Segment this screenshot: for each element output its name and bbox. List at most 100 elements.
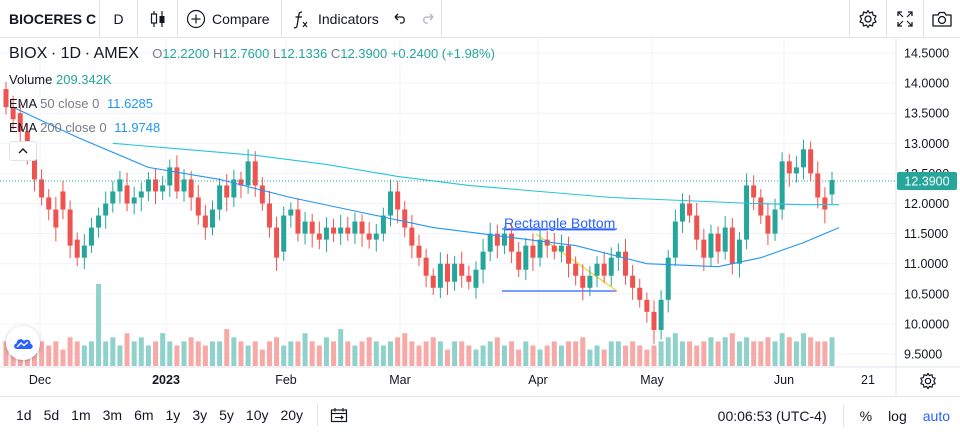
volume-legend: Volume 209.342K bbox=[9, 72, 112, 87]
volume-bar bbox=[615, 341, 621, 366]
fullscreen-button[interactable] bbox=[886, 0, 923, 38]
candle-body bbox=[715, 233, 721, 252]
price-tick-label: 9.5000 bbox=[904, 348, 942, 362]
range-button-1y[interactable]: 1y bbox=[165, 407, 181, 423]
range-button-6m[interactable]: 6m bbox=[134, 407, 154, 423]
range-button-3m[interactable]: 3m bbox=[102, 407, 123, 423]
candle-body bbox=[60, 191, 66, 210]
volume-bar bbox=[266, 341, 272, 366]
volume-bar bbox=[786, 337, 792, 366]
volume-bar bbox=[174, 345, 180, 366]
compare-button[interactable]: Compare bbox=[178, 0, 282, 38]
range-button-5d[interactable]: 5d bbox=[43, 407, 60, 423]
volume-bar bbox=[765, 337, 771, 366]
volume-bar bbox=[665, 337, 671, 366]
auto-scale-toggle[interactable]: auto bbox=[922, 407, 950, 424]
low-value: 12.1336 bbox=[280, 46, 328, 61]
candle-body bbox=[238, 179, 244, 186]
time-tick-label: Jun bbox=[774, 373, 794, 387]
volume-bar bbox=[395, 337, 401, 366]
candle-body bbox=[288, 209, 294, 216]
candle-body bbox=[537, 239, 543, 258]
high-value: 12.7600 bbox=[222, 46, 270, 61]
screenshot-button[interactable] bbox=[923, 0, 960, 38]
candle-body bbox=[88, 227, 94, 246]
volume-bar bbox=[138, 337, 144, 366]
range-button-10y[interactable]: 10y bbox=[245, 407, 269, 423]
candle-body bbox=[758, 197, 764, 216]
volume-bar bbox=[651, 345, 657, 366]
log-scale-toggle[interactable]: log bbox=[888, 407, 907, 424]
volume-bar bbox=[672, 333, 678, 366]
undo-icon bbox=[394, 13, 405, 24]
chart-type-button[interactable] bbox=[138, 0, 178, 38]
volume-bar bbox=[644, 349, 650, 366]
candle-body bbox=[195, 197, 201, 216]
logo-button[interactable] bbox=[6, 326, 40, 360]
interval-button[interactable]: D bbox=[100, 0, 138, 38]
price-chart[interactable]: Rectangle Bottom 14.5000 14.0000 13.5000 13… bbox=[0, 39, 960, 396]
ema200-line bbox=[112, 142, 840, 206]
volume-bar bbox=[601, 349, 607, 366]
range-button-3y[interactable]: 3y bbox=[192, 407, 208, 423]
range-button-1d[interactable]: 1d bbox=[16, 407, 32, 423]
candle-body bbox=[566, 245, 572, 264]
price-tick-label: 10.0000 bbox=[904, 317, 949, 331]
candle-body bbox=[3, 89, 9, 108]
volume-bar bbox=[74, 341, 80, 366]
range-button-5y[interactable]: 5y bbox=[219, 407, 234, 423]
candle-body bbox=[815, 173, 821, 198]
candle-body bbox=[687, 203, 693, 216]
ema200-legend[interactable]: EMA 200 close 0 11.9748 bbox=[9, 120, 160, 135]
candle-body bbox=[736, 239, 742, 264]
fullscreen-icon bbox=[897, 11, 913, 27]
percent-scale-toggle[interactable]: % bbox=[859, 407, 873, 424]
volume-bar bbox=[323, 337, 329, 366]
indicators-button[interactable]: Indicators bbox=[282, 0, 386, 38]
candle-body bbox=[359, 221, 365, 234]
settings-button[interactable] bbox=[849, 0, 886, 38]
volume-bar bbox=[516, 349, 522, 366]
volume-bar bbox=[145, 345, 151, 366]
range-button-20y[interactable]: 20y bbox=[280, 407, 304, 423]
price-tick-label: 14.0000 bbox=[904, 77, 949, 91]
candles-icon bbox=[150, 10, 164, 27]
high-label: H bbox=[212, 46, 223, 61]
volume-bar bbox=[793, 341, 799, 366]
date-range-group: 1d 5d 1m 3m 6m 1y 3y 5y 10y 20y bbox=[0, 407, 309, 423]
clock-timezone[interactable]: 00:06:53 (UTC-4) bbox=[717, 407, 827, 424]
redo-button[interactable] bbox=[414, 0, 442, 38]
gear-icon bbox=[859, 9, 877, 29]
range-button-1m[interactable]: 1m bbox=[71, 407, 91, 423]
volume-bar bbox=[231, 337, 237, 366]
price-tick-label: 11.5000 bbox=[904, 227, 948, 241]
goto-date-button[interactable] bbox=[326, 407, 352, 423]
candle-body bbox=[658, 299, 664, 330]
symbol-search[interactable]: BIOCERES C bbox=[0, 0, 100, 38]
candle-body bbox=[793, 167, 799, 174]
candle-body bbox=[31, 155, 37, 180]
candle-body bbox=[530, 245, 536, 258]
low-label: L bbox=[272, 46, 281, 61]
time-tick-label: May bbox=[640, 373, 664, 387]
volume-bar bbox=[708, 337, 714, 366]
volume-bar bbox=[551, 341, 557, 366]
undo-button[interactable] bbox=[386, 0, 414, 38]
ema200-value: 11.9748 bbox=[114, 120, 161, 135]
candle-body bbox=[46, 197, 52, 210]
candle-body bbox=[473, 269, 479, 288]
volume-bar bbox=[466, 345, 472, 366]
volume-bar bbox=[679, 341, 685, 366]
collapse-legend-button[interactable] bbox=[9, 141, 37, 161]
price-tick-label: 10.5000 bbox=[904, 287, 949, 301]
time-tick-label: 21 bbox=[861, 373, 875, 387]
candle-body bbox=[580, 275, 586, 288]
volume-bar bbox=[701, 341, 707, 366]
camera-icon bbox=[932, 11, 952, 27]
candle-body bbox=[345, 227, 351, 234]
axis-settings-button[interactable] bbox=[920, 372, 936, 390]
candle-body bbox=[573, 263, 579, 276]
ema50-legend[interactable]: EMA 50 close 0 11.6285 bbox=[9, 96, 153, 111]
volume-bar bbox=[124, 333, 130, 366]
volume-bar bbox=[181, 341, 187, 366]
